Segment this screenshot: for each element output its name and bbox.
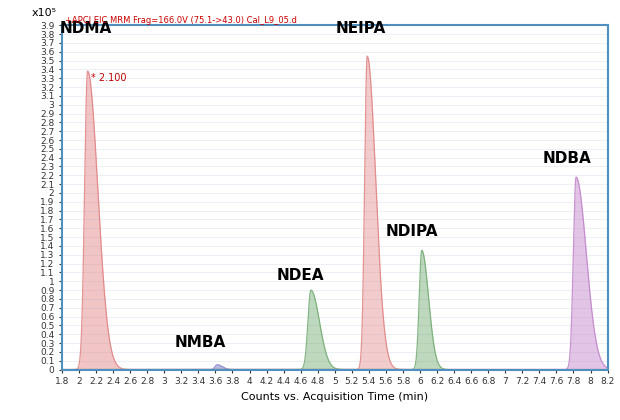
Text: x10⁵: x10⁵ <box>32 8 57 18</box>
Text: NMBA: NMBA <box>174 335 226 350</box>
Text: NDBA: NDBA <box>542 152 591 166</box>
Text: NEIPA: NEIPA <box>335 21 386 36</box>
Text: NDEA: NDEA <box>277 268 324 283</box>
Text: * 2.100: * 2.100 <box>91 73 126 83</box>
Text: NDIPA: NDIPA <box>385 224 438 239</box>
Text: +APCI EIC MRM Frag=166.0V (75.1->43.0) Cal_L9_05.d: +APCI EIC MRM Frag=166.0V (75.1->43.0) C… <box>64 16 296 24</box>
X-axis label: Counts vs. Acquisition Time (min): Counts vs. Acquisition Time (min) <box>241 392 428 402</box>
Text: NDMA: NDMA <box>60 21 112 36</box>
